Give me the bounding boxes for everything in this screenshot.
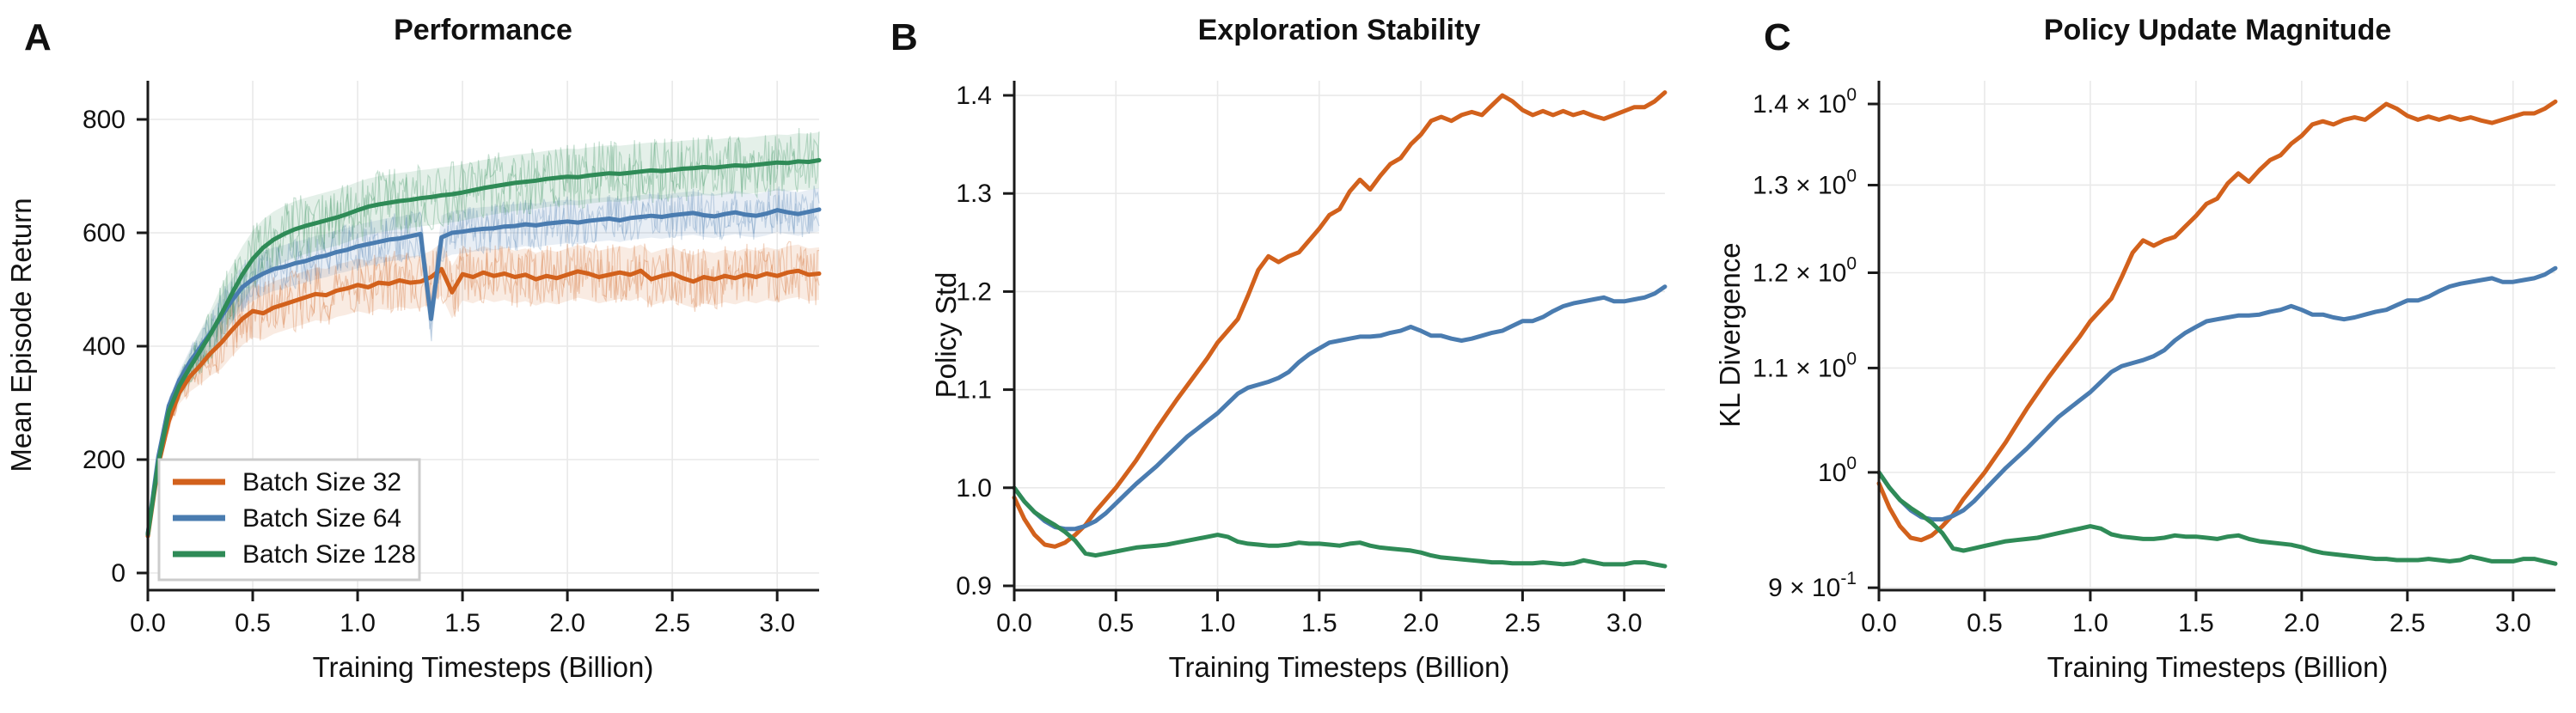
exponent: 0 [1846,166,1857,186]
x-tick-label: 2.0 [549,609,585,637]
x-tick-label: 0.0 [996,609,1032,637]
series-line-batch-size-64 [145,207,822,536]
x-tick-label: 0.0 [130,609,166,637]
x-tick-label: 2.5 [1505,609,1541,637]
panel-b-letter: B [890,16,918,58]
x-tick-label: 3.0 [2495,609,2531,637]
series-raw-trace-2 [147,186,820,534]
series-line-batch-size-128 [1012,485,1667,569]
legend-entry-label: Batch Size 32 [242,468,401,497]
y-tick-label: 1.4 [956,82,992,110]
panel-c-plot-area: 0.0 0.5 1.0 1.5 2.0 2.5 3.0 9 × 10-1 100 1.1 × 10… [1753,81,2558,637]
x-tick-label: 1.5 [2178,609,2214,637]
series-raw-trace-1 [147,244,820,539]
panel-a-ylabel: Mean Episode Return [5,198,37,472]
y-tick-label: 1.2 × 100 [1753,253,1857,287]
series-band-1 [148,242,819,539]
x-tick-label: 0.0 [1861,609,1897,637]
y-tick-label: 0.9 [956,572,992,600]
panel-b-ylabel: Policy Std [930,272,962,399]
x-tick-label: 2.0 [1403,609,1439,637]
x-tick-label: 0.5 [1098,609,1134,637]
series-line-batch-size-32 [1012,90,1667,549]
panel-b-title: Exploration Stability [1198,14,1481,46]
panel-b-plot-area: 0.0 0.5 1.0 1.5 2.0 2.5 3.0 0.9 1.0 1.1 1.2 1.3 1.4 [956,81,1667,637]
y-tick-label: 1.4 × 100 [1753,85,1857,119]
x-tick-label: 2.0 [2284,609,2320,637]
x-tick-label: 2.5 [2389,609,2426,637]
x-tick-label: 0.5 [235,609,271,637]
legend-entry-label: Batch Size 128 [242,540,416,569]
panel-a-title: Performance [394,14,572,46]
x-tick-label: 1.0 [1200,609,1236,637]
series-band-3 [148,131,819,537]
x-tick-label: 1.5 [444,609,480,637]
x-tick-label: 1.0 [340,609,376,637]
exponent: 0 [1846,454,1857,473]
series-line-batch-size-32 [145,266,822,539]
y-tick-label: 1.3 × 100 [1753,166,1857,199]
y-tick-label: 0 [111,559,125,588]
x-tick-label: 0.5 [1967,609,2003,637]
x-tick-label: 1.5 [1301,609,1337,637]
y-tick-label: 9 × 10-1 [1768,569,1857,602]
x-tick-label: 2.5 [654,609,690,637]
panel-c-letter: C [1764,16,1791,58]
y-tick-label: 800 [83,106,125,134]
y-tick-label: 1.3 [956,180,992,208]
panel-b-xlabel: Training Timesteps (Billion) [1169,651,1510,683]
series-line-batch-size-64 [1876,265,2558,522]
series-band-2 [148,187,819,535]
x-tick-label: 3.0 [1606,609,1643,637]
y-tick-label: 1.2 [956,277,992,306]
x-tick-label: 1.0 [2072,609,2108,637]
y-tick-label: 1.1 × 100 [1753,349,1857,382]
exponent: 0 [1846,253,1857,273]
y-tick-label: 200 [83,446,125,474]
series-line-batch-size-128 [145,158,822,537]
series-raw-trace-2 [147,186,820,533]
y-tick-label: 100 [1818,454,1857,487]
series-raw-trace-3 [147,131,820,533]
series-line-batch-size-64 [1012,284,1667,532]
y-tick-label: 400 [83,332,125,361]
y-tick-label: 600 [83,219,125,247]
series-line-batch-size-32 [1876,99,2558,543]
y-tick-label: 1.0 [956,474,992,503]
panel-a-xlabel: Training Timesteps (Billion) [313,651,654,683]
legend: Batch Size 32 Batch Size 64 Batch Size 128 [157,458,421,582]
x-tick-label: 3.0 [759,609,795,637]
exponent: 0 [1846,85,1857,105]
panel-a-letter: A [24,16,52,58]
exponent: 0 [1846,349,1857,369]
panel-c-ylabel: KL Divergence [1714,242,1746,427]
series-line-batch-size-128 [1876,470,2558,566]
panel-c-title: Policy Update Magnitude [2044,14,2391,46]
y-tick-label: 1.1 [956,376,992,405]
panel-c-xlabel: Training Timesteps (Billion) [2047,651,2389,683]
legend-entry-label: Batch Size 64 [242,504,401,533]
exponent: -1 [1840,569,1857,588]
panel-a-plot-area: 0.0 0.5 1.0 1.5 2.0 2.5 3.0 0 200 400 600 800 Batch … [83,81,822,637]
series-raw-trace-3 [147,127,820,535]
